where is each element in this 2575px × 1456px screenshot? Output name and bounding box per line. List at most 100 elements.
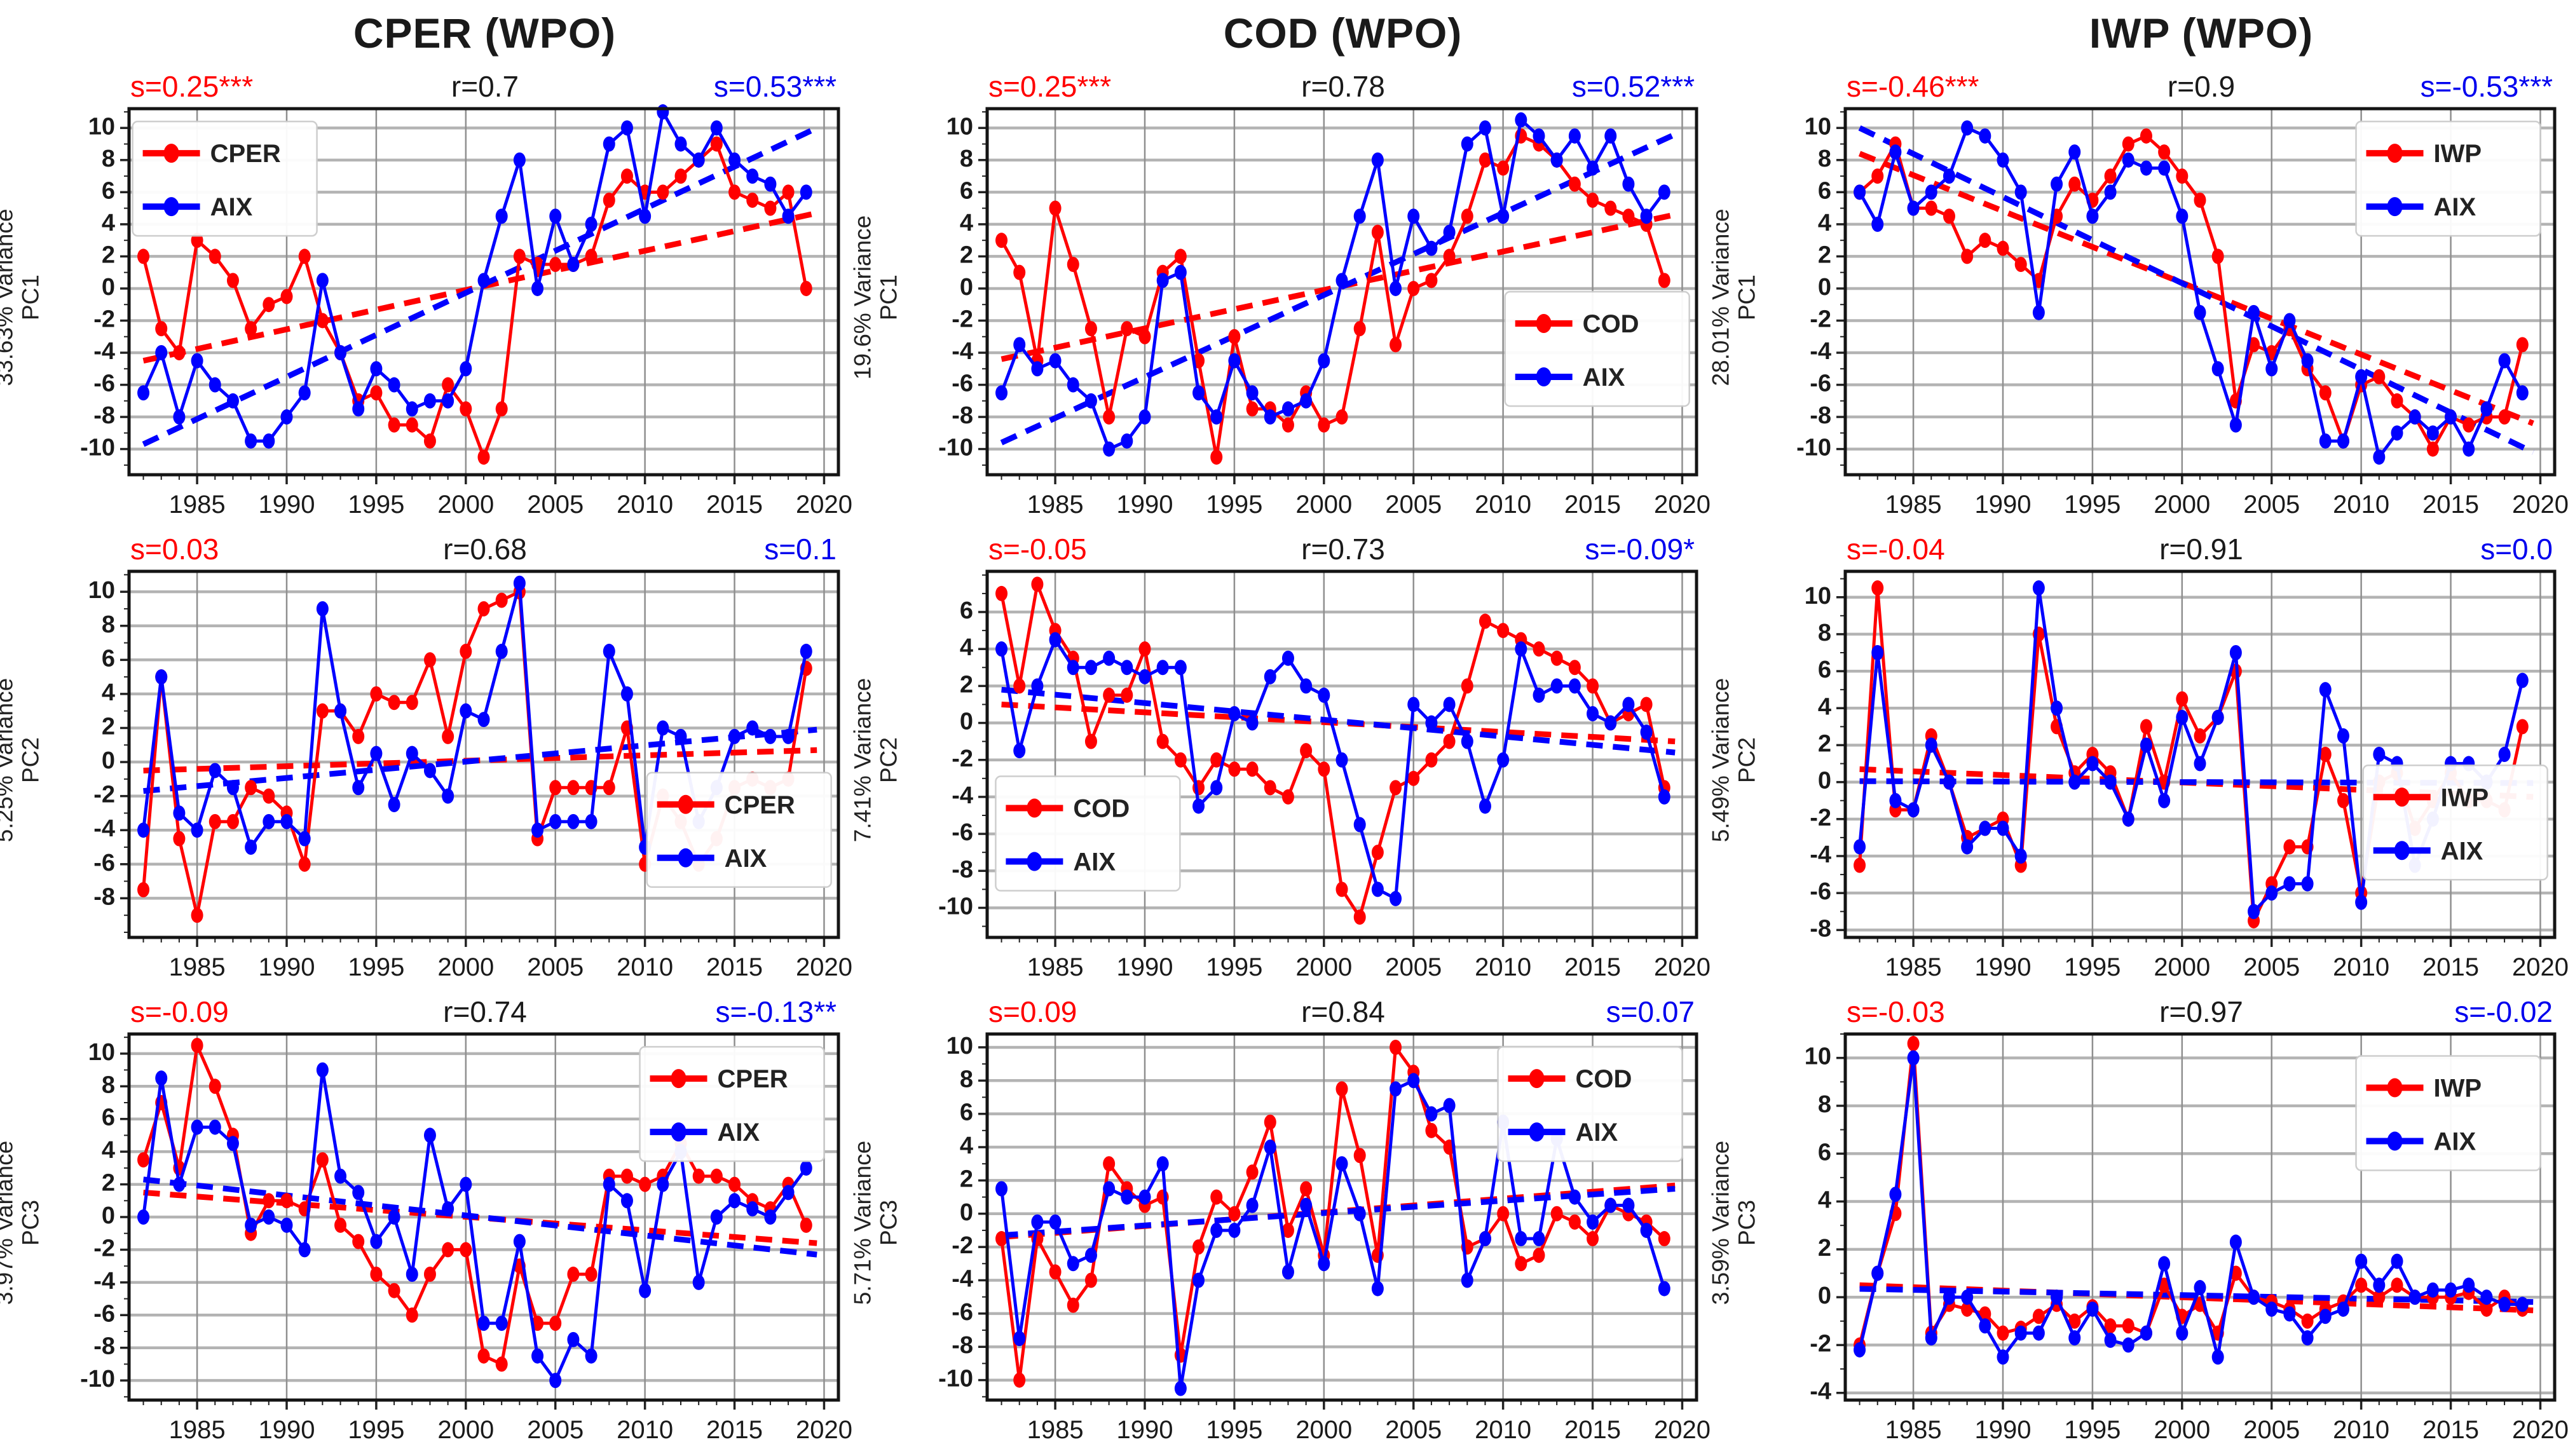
legend-label: AIX (1073, 848, 1116, 876)
legend: COD AIX (1497, 1045, 1683, 1162)
red-slope-annotation: s=-0.46*** (1847, 70, 1979, 103)
svg-text:10: 10 (1805, 1044, 1831, 1070)
svg-text:2020: 2020 (796, 491, 852, 519)
plot-frame (985, 1032, 1698, 1402)
y-tick-labels: -10 -8 -6 -4 -2 0 2 4 6 8 10 (80, 113, 115, 461)
svg-text:1985: 1985 (169, 953, 226, 981)
red-slope-annotation: s=-0.03 (1847, 995, 1945, 1028)
y-axis-label: 3.59% Variance PC3 (1707, 1141, 1759, 1305)
blue-trend-line (1001, 1186, 1676, 1239)
blue-trend-line (1001, 686, 1676, 756)
svg-text:2010: 2010 (2333, 491, 2389, 519)
x-tick-labels: 1985 1990 1995 2000 2005 2010 2015 2020 (169, 491, 852, 519)
svg-text:1990: 1990 (1117, 953, 1173, 981)
svg-text:6: 6 (1818, 657, 1831, 683)
cod-series (995, 576, 1670, 925)
legend-label: AIX (2434, 1128, 2476, 1156)
svg-text:0: 0 (102, 1202, 115, 1229)
svg-text:0: 0 (1818, 1283, 1831, 1309)
svg-text:1990: 1990 (1117, 491, 1173, 519)
svg-text:-10: -10 (938, 1366, 973, 1392)
legend-label: CPER (210, 140, 281, 168)
legend-label: IWP (2441, 784, 2489, 812)
svg-text:2020: 2020 (2512, 491, 2569, 519)
annotation-row: s=0.25*** r=0.78 s=0.52*** (858, 67, 1716, 103)
legend-marker-icon (678, 848, 693, 867)
svg-text:2020: 2020 (2512, 1416, 2569, 1444)
svg-text:1990: 1990 (259, 1416, 315, 1444)
blue-slope-annotation: s=-0.09* (1585, 533, 1695, 566)
svg-text:1995: 1995 (1206, 953, 1262, 981)
svg-text:4: 4 (960, 1133, 973, 1159)
svg-text:2010: 2010 (617, 491, 673, 519)
svg-text:2010: 2010 (1475, 953, 1531, 981)
svg-text:0: 0 (1818, 274, 1831, 301)
correlation-annotation: r=0.7 (451, 70, 519, 103)
svg-text:2000: 2000 (2154, 953, 2210, 981)
red-slope-annotation: s=-0.05 (988, 533, 1087, 566)
svg-text:4: 4 (102, 679, 115, 706)
svg-text:-10: -10 (938, 435, 973, 461)
svg-text:1995: 1995 (348, 1416, 404, 1444)
svg-text:4: 4 (102, 210, 115, 236)
svg-text:-2: -2 (93, 1235, 115, 1262)
legend: CPER AIX (639, 1045, 825, 1162)
y-tick-labels: -10 -8 -6 -4 -2 0 2 4 6 (938, 597, 973, 920)
svg-text:6: 6 (960, 597, 973, 624)
svg-text:1985: 1985 (169, 491, 226, 519)
column-title-cper: CPER (WPO) (353, 10, 617, 57)
svg-text:2020: 2020 (1654, 1416, 1711, 1444)
svg-text:10: 10 (88, 1039, 115, 1066)
svg-text:6: 6 (102, 645, 115, 672)
red-trend-line (1001, 212, 1676, 362)
plot-canvas-cper-pc1: -10 -8 -6 -4 -2 0 2 4 6 8 10 1985 1990 1995 2000 2005 20… (35, 102, 855, 527)
svg-text:1985: 1985 (169, 1416, 226, 1444)
legend-label: CPER (725, 791, 795, 819)
svg-text:4: 4 (1818, 693, 1831, 720)
svg-text:2015: 2015 (2422, 491, 2479, 519)
blue-slope-annotation: s=0.52*** (1571, 70, 1695, 103)
svg-text:0: 0 (1818, 768, 1831, 794)
aix-series (137, 575, 812, 855)
annotation-row: s=-0.46*** r=0.9 s=-0.53*** (1716, 67, 2574, 103)
svg-text:-2: -2 (1810, 1330, 1831, 1357)
svg-text:10: 10 (946, 1033, 973, 1059)
red-trend-line (143, 1189, 817, 1246)
svg-text:-8: -8 (1810, 915, 1831, 942)
legend-marker-icon (678, 794, 693, 814)
plot-frame (127, 569, 840, 939)
svg-text:10: 10 (1805, 583, 1831, 609)
svg-text:2010: 2010 (2333, 1416, 2389, 1444)
svg-text:-2: -2 (93, 306, 115, 333)
svg-text:2: 2 (102, 714, 115, 740)
subplot-cod-pc3: s=0.09 r=0.84 s=0.07 5.71% Variance PC3 -… (849, 992, 1716, 1455)
legend-marker-icon (1536, 314, 1552, 333)
svg-text:8: 8 (102, 611, 115, 638)
plot-canvas-cper-pc2: -8 -6 -4 -2 0 2 4 6 8 10 1985 1990 1995 2000 2005 2010 2… (35, 565, 855, 990)
svg-text:-6: -6 (93, 371, 115, 397)
svg-text:2000: 2000 (437, 953, 494, 981)
svg-text:2015: 2015 (706, 953, 763, 981)
svg-text:1985: 1985 (1885, 491, 1942, 519)
legend-label: IWP (2434, 1075, 2482, 1103)
red-slope-annotation: s=0.09 (988, 995, 1077, 1028)
svg-text:-2: -2 (952, 1232, 973, 1259)
svg-text:2000: 2000 (1295, 953, 1352, 981)
svg-text:2: 2 (102, 1170, 115, 1197)
svg-text:2015: 2015 (2422, 953, 2479, 981)
x-tick-labels: 1985 1990 1995 2000 2005 2010 2015 2020 (169, 1416, 852, 1444)
annotation-row: s=-0.03 r=0.97 s=-0.02 (1716, 992, 2574, 1028)
svg-text:2005: 2005 (1385, 953, 1442, 981)
svg-text:1985: 1985 (1027, 1416, 1084, 1444)
aix-series (1854, 1050, 2529, 1365)
red-slope-annotation: s=0.25*** (988, 70, 1112, 103)
y-axis-label: 3.97% Variance PC3 (0, 1141, 43, 1305)
column-title-iwp: IWP (WPO) (2089, 10, 2314, 57)
blue-slope-annotation: s=-0.02 (2454, 995, 2553, 1028)
svg-text:-8: -8 (952, 856, 973, 883)
svg-text:-8: -8 (93, 1333, 115, 1360)
svg-text:10: 10 (88, 577, 115, 604)
svg-text:2: 2 (102, 242, 115, 268)
svg-text:8: 8 (102, 146, 115, 172)
